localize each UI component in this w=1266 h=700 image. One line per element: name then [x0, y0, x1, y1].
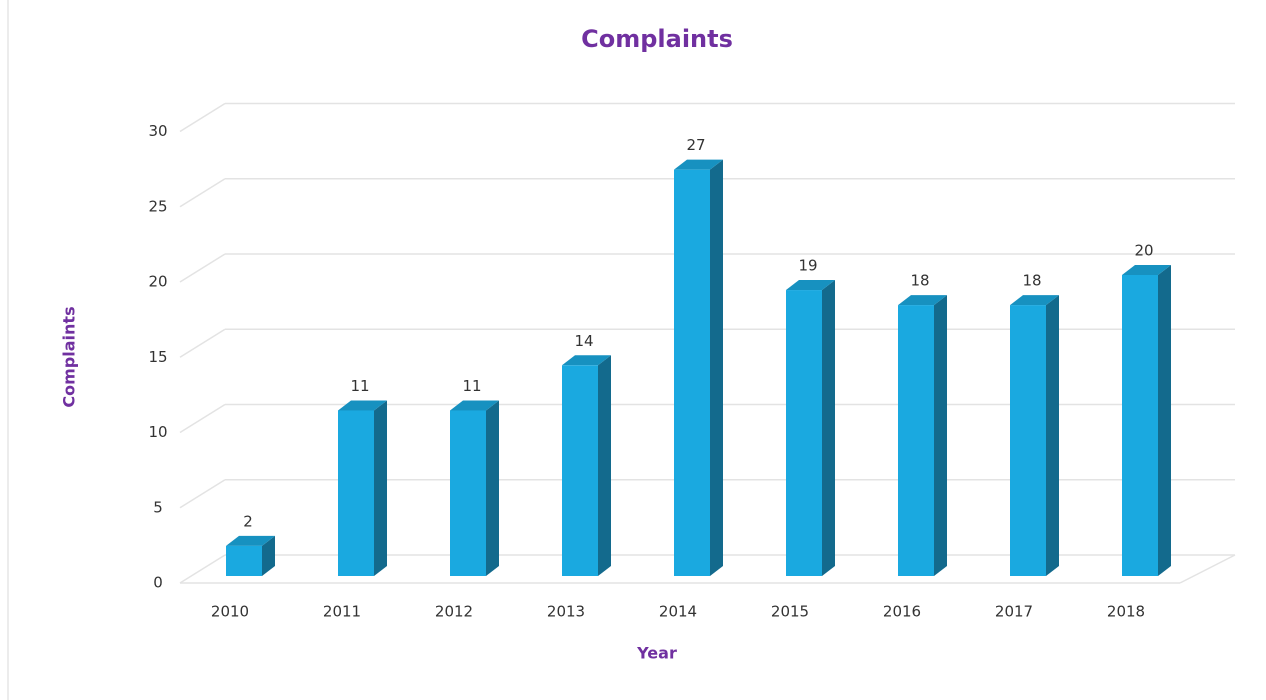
- bar: [1010, 305, 1046, 576]
- data-label: 27: [686, 136, 705, 154]
- bar-top: [898, 295, 947, 306]
- y-tick-label: 15: [148, 348, 167, 366]
- y-tick-label: 5: [153, 498, 163, 516]
- bar: [786, 290, 822, 576]
- bar: [562, 365, 598, 576]
- bar-top: [226, 535, 275, 546]
- bar-side: [822, 280, 835, 576]
- grid-line-depth: [179, 479, 226, 509]
- grid-line-depth: [179, 403, 226, 434]
- y-tick-label: 0: [153, 574, 163, 592]
- y-tick-label: 25: [148, 197, 167, 215]
- bar-top: [450, 400, 499, 411]
- grid-line-depth: [179, 102, 226, 133]
- bar: [450, 410, 486, 576]
- bar: [226, 545, 262, 576]
- data-label: 11: [350, 377, 369, 395]
- bar-top: [1122, 265, 1171, 275]
- bar-top: [338, 400, 387, 411]
- x-tick-label: 2014: [659, 603, 697, 621]
- bar-side: [262, 535, 275, 576]
- bar-top: [1010, 295, 1059, 306]
- data-label: 18: [1022, 272, 1041, 290]
- bar: [338, 410, 374, 576]
- data-label: 11: [462, 377, 481, 395]
- bar-side: [934, 295, 947, 576]
- y-axis-title: Complaints: [60, 306, 79, 407]
- x-tick-label: 2010: [211, 603, 249, 621]
- bar-top: [562, 355, 611, 366]
- floor-right-edge: [1179, 554, 1236, 584]
- data-label: 19: [798, 257, 817, 275]
- x-tick-label: 2011: [323, 603, 361, 621]
- data-label: 14: [574, 332, 593, 350]
- bar-top: [674, 159, 723, 170]
- x-tick-label: 2016: [883, 603, 921, 621]
- grid-line-depth: [179, 328, 226, 358]
- bar-side: [374, 400, 387, 576]
- grid-line-depth: [179, 253, 226, 283]
- bar-side: [598, 355, 611, 576]
- chart-title: Complaints: [581, 25, 733, 53]
- grid-line-depth: [179, 178, 226, 208]
- y-tick-label: 30: [148, 122, 167, 140]
- bar-side: [486, 400, 499, 576]
- x-tick-label: 2018: [1107, 603, 1145, 621]
- bar: [898, 305, 934, 576]
- bar: [674, 169, 710, 576]
- y-tick-label: 10: [148, 423, 167, 441]
- data-label: 20: [1134, 242, 1153, 260]
- bar-side: [1158, 265, 1171, 576]
- x-tick-label: 2015: [771, 603, 809, 621]
- x-tick-label: 2013: [547, 603, 585, 621]
- bar: [1122, 275, 1158, 576]
- data-label: 2: [243, 512, 253, 530]
- bar-side: [1046, 295, 1059, 576]
- y-tick-label: 20: [148, 273, 167, 291]
- x-tick-label: 2017: [995, 603, 1033, 621]
- bar-side: [710, 159, 723, 576]
- x-axis-title: Year: [636, 644, 677, 663]
- grid-line-depth: [179, 554, 226, 584]
- bar-top: [786, 280, 835, 291]
- data-label: 18: [910, 272, 929, 290]
- x-tick-label: 2012: [435, 603, 473, 621]
